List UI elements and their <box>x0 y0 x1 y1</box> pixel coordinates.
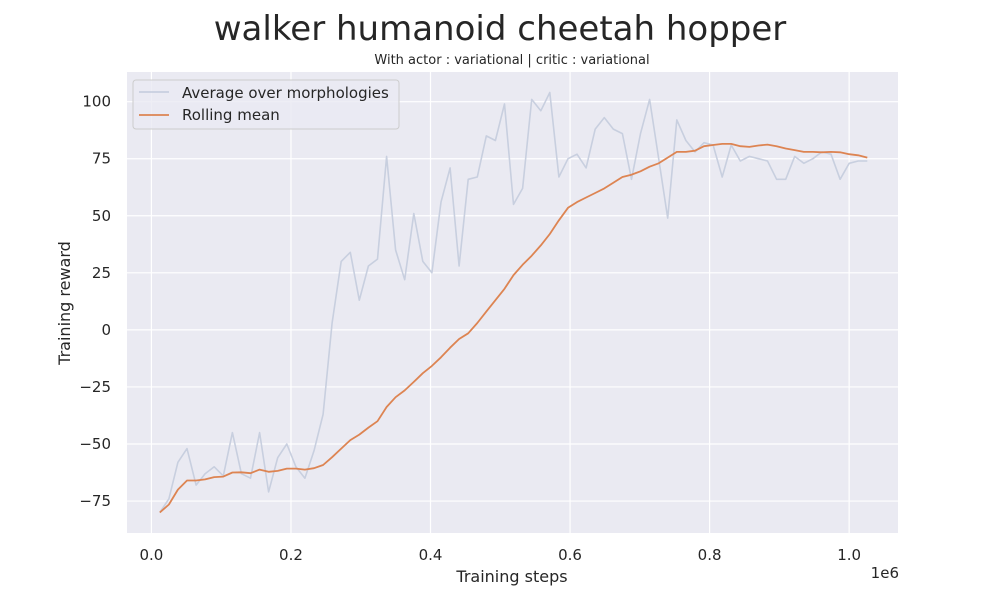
y-tick-label: 75 <box>92 150 111 168</box>
x-tick-label: 0.6 <box>558 546 582 564</box>
y-tick-label: 50 <box>92 207 111 225</box>
x-tick-label: 0.2 <box>279 546 303 564</box>
y-tick-label: 0 <box>101 321 111 339</box>
legend: Average over morphologies Rolling mean <box>132 79 400 130</box>
y-tick-label: 100 <box>82 93 111 111</box>
x-tick-label: 0.8 <box>698 546 722 564</box>
series-line-rolling <box>159 142 868 514</box>
y-tick-label: −25 <box>79 378 111 396</box>
y-tick-labels: −75 −50 −25 0 25 50 75 100 <box>79 93 111 510</box>
chart-subtitle: With actor : variational | critic : vari… <box>374 53 649 68</box>
y-axis-label: Training reward <box>55 241 74 366</box>
y-tick-label: −75 <box>79 492 111 510</box>
y-tick-label: −50 <box>79 435 111 453</box>
legend-label-rolling: Rolling mean <box>182 106 280 124</box>
x-axis-label: Training steps <box>455 567 567 586</box>
series-line-average <box>159 91 868 513</box>
x-tick-label: 0.4 <box>419 546 443 564</box>
x-tick-labels: 0.0 0.2 0.4 0.6 0.8 1.0 <box>139 546 861 564</box>
x-tick-label: 1.0 <box>837 546 861 564</box>
gridlines <box>127 72 898 533</box>
legend-label-average: Average over morphologies <box>182 84 389 102</box>
x-offset-label: 1e6 <box>871 564 899 582</box>
chart-title: walker humanoid cheetah hopper <box>214 9 787 49</box>
x-tick-label: 0.0 <box>139 546 163 564</box>
legend-box <box>132 79 400 130</box>
series-lines <box>159 91 868 514</box>
plot-area <box>127 72 898 533</box>
y-tick-label: 25 <box>92 264 111 282</box>
